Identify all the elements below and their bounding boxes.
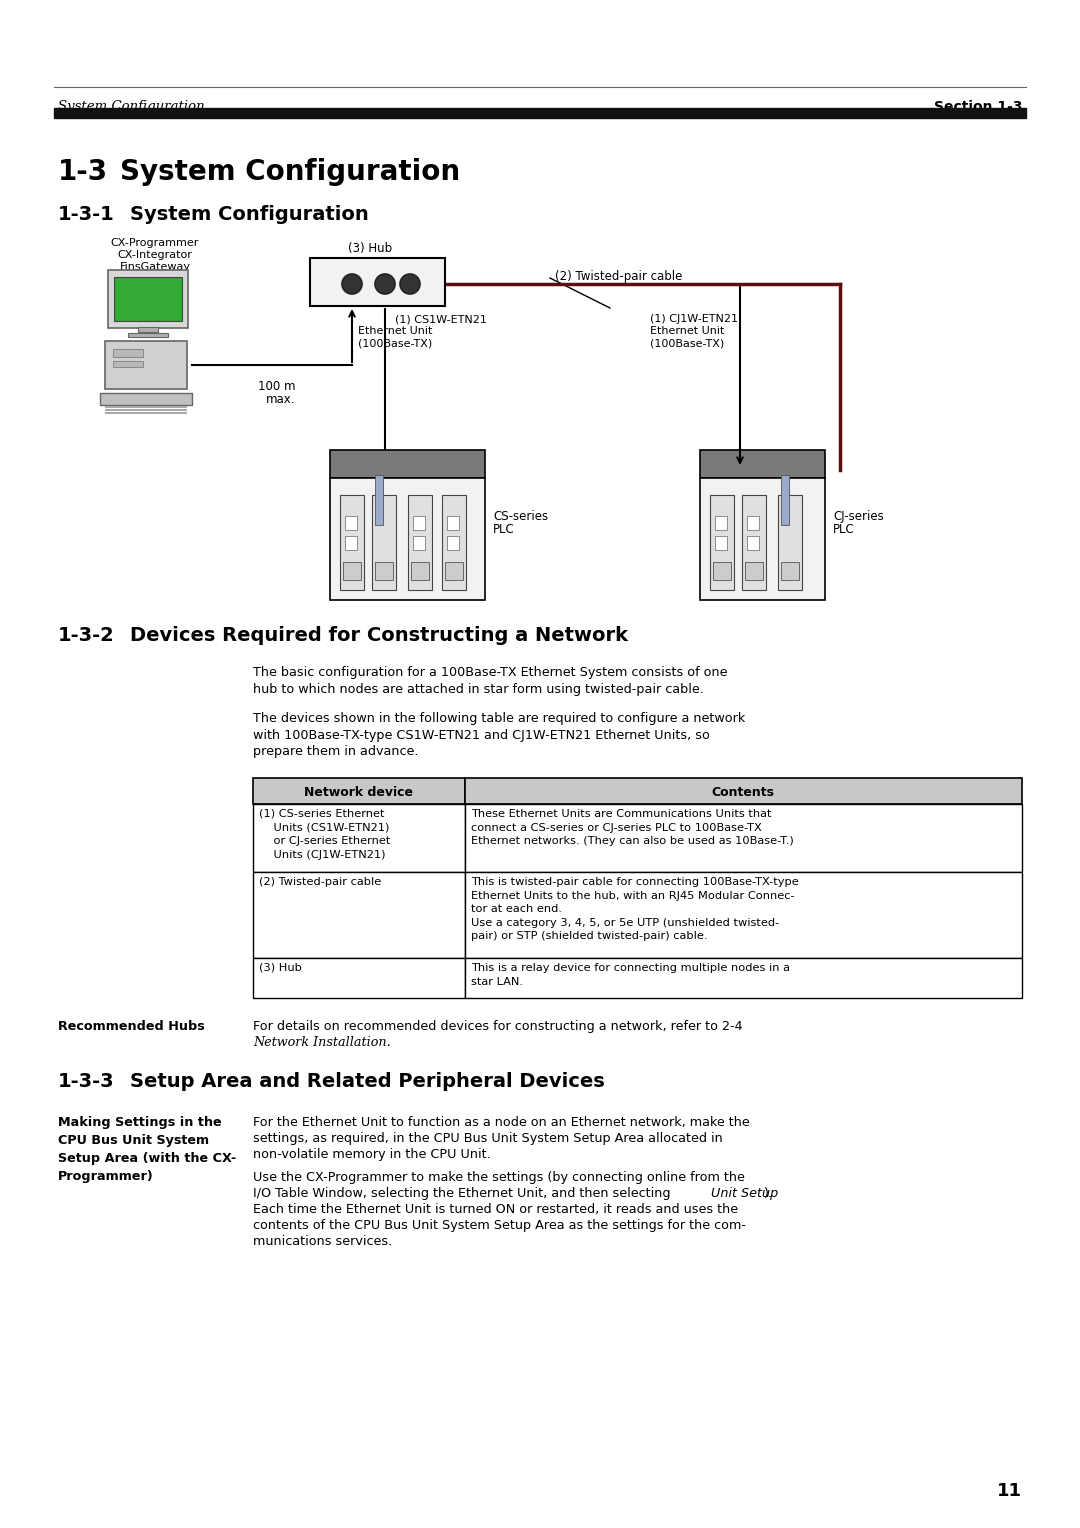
Bar (445, 562, 463, 581)
Text: PLC: PLC (833, 523, 854, 536)
Text: 1-3-1: 1-3-1 (58, 205, 114, 225)
Text: ).: ). (762, 1187, 772, 1199)
Text: System Configuration: System Configuration (130, 205, 368, 225)
Bar (54, 108, 1026, 118)
Text: This is twisted-pair cable for connecting 100Base-TX-type
Ethernet Units to the : This is twisted-pair cable for connectin… (471, 877, 799, 941)
Text: For details on recommended devices for constructing a network, refer to 2-4: For details on recommended devices for c… (253, 1021, 743, 1033)
Text: hub to which nodes are attached in star form using twisted-pair cable.: hub to which nodes are attached in star … (253, 683, 704, 695)
Text: 1-3: 1-3 (58, 157, 108, 186)
Bar (345, 536, 357, 550)
Bar (465, 958, 1022, 998)
Text: CS-series: CS-series (492, 510, 549, 523)
Text: Section 1-3: Section 1-3 (933, 99, 1022, 115)
Text: 1-3-3: 1-3-3 (58, 1073, 114, 1091)
Bar (747, 516, 759, 530)
Bar (742, 495, 766, 590)
Text: System Configuration: System Configuration (58, 99, 204, 113)
Text: contents of the CPU Bus Unit System Setup Area as the settings for the com-: contents of the CPU Bus Unit System Setu… (253, 1219, 746, 1232)
Bar (465, 872, 1022, 958)
Bar (745, 562, 762, 581)
Bar (330, 451, 485, 478)
Bar (465, 778, 1022, 804)
Text: with 100Base-TX-type CS1W-ETN21 and CJ1W-ETN21 Ethernet Units, so: with 100Base-TX-type CS1W-ETN21 and CJ1W… (253, 729, 710, 741)
Bar (413, 516, 426, 530)
Text: Making Settings in the
CPU Bus Unit System
Setup Area (with the CX-
Programmer): Making Settings in the CPU Bus Unit Syst… (58, 1115, 237, 1183)
Bar (375, 562, 393, 581)
Text: (1) CS1W-ETN21: (1) CS1W-ETN21 (395, 313, 487, 324)
Bar (465, 804, 1022, 872)
Circle shape (342, 274, 362, 293)
Bar (715, 516, 727, 530)
Circle shape (375, 274, 395, 293)
Text: CX-Programmer: CX-Programmer (111, 238, 199, 248)
Bar (100, 393, 192, 405)
Bar (713, 562, 731, 581)
Bar (747, 536, 759, 550)
Text: Ethernet Unit: Ethernet Unit (650, 325, 725, 336)
Bar (114, 277, 183, 321)
Text: non-volatile memory in the CPU Unit.: non-volatile memory in the CPU Unit. (253, 1148, 490, 1161)
Bar (700, 451, 825, 478)
Text: 100 m: 100 m (257, 380, 295, 393)
Text: Recommended Hubs: Recommended Hubs (58, 1021, 205, 1033)
Bar (710, 495, 734, 590)
Text: 11: 11 (997, 1482, 1022, 1500)
Bar (129, 333, 168, 338)
Text: The basic configuration for a 100Base-TX Ethernet System consists of one: The basic configuration for a 100Base-TX… (253, 666, 728, 678)
Text: prepare them in advance.: prepare them in advance. (253, 746, 419, 758)
Text: (2) Twisted-pair cable: (2) Twisted-pair cable (259, 877, 381, 886)
Bar (413, 536, 426, 550)
Bar (408, 495, 432, 590)
Text: Setup Area and Related Peripheral Devices: Setup Area and Related Peripheral Device… (130, 1073, 605, 1091)
Text: PLC: PLC (492, 523, 515, 536)
Bar (113, 348, 143, 358)
Bar (310, 258, 445, 306)
Text: System Configuration: System Configuration (120, 157, 460, 186)
Text: FinsGateway: FinsGateway (120, 261, 190, 272)
Text: CX-Integrator: CX-Integrator (118, 251, 192, 260)
Text: Unit Setup: Unit Setup (711, 1187, 779, 1199)
Bar (108, 270, 188, 329)
Text: Ethernet Unit: Ethernet Unit (357, 325, 432, 336)
Text: I/O Table Window, selecting the Ethernet Unit, and then selecting: I/O Table Window, selecting the Ethernet… (253, 1187, 675, 1199)
Bar (345, 516, 357, 530)
Text: These Ethernet Units are Communications Units that
connect a CS-series or CJ-ser: These Ethernet Units are Communications … (471, 808, 794, 847)
Text: max.: max. (266, 393, 295, 406)
Bar (447, 516, 459, 530)
Circle shape (400, 274, 420, 293)
Bar (411, 562, 429, 581)
Bar (105, 341, 187, 390)
Bar (330, 478, 485, 601)
Bar (778, 495, 802, 590)
Text: This is a relay device for connecting multiple nodes in a
star LAN.: This is a relay device for connecting mu… (471, 963, 789, 987)
Bar (375, 475, 383, 526)
Bar (343, 562, 361, 581)
Text: Network Installation.: Network Installation. (253, 1036, 391, 1050)
Bar (442, 495, 465, 590)
Text: Contents: Contents (712, 785, 774, 799)
Text: (3) Hub: (3) Hub (259, 963, 302, 973)
Bar (781, 562, 799, 581)
Bar (105, 413, 187, 414)
Text: Network device: Network device (305, 785, 414, 799)
Bar (715, 536, 727, 550)
Bar (372, 495, 396, 590)
Text: For the Ethernet Unit to function as a node on an Ethernet network, make the: For the Ethernet Unit to function as a n… (253, 1115, 750, 1129)
Text: 1-3-2: 1-3-2 (58, 626, 114, 645)
Bar (105, 410, 187, 411)
Bar (138, 327, 158, 332)
Text: (100Base-TX): (100Base-TX) (357, 338, 432, 348)
Bar (340, 495, 364, 590)
Bar (113, 361, 143, 367)
Bar (781, 475, 789, 526)
Bar (700, 478, 825, 601)
Text: (1) CS-series Ethernet
    Units (CS1W-ETN21)
    or CJ-series Ethernet
    Unit: (1) CS-series Ethernet Units (CS1W-ETN21… (259, 808, 390, 860)
Text: (100Base-TX): (100Base-TX) (650, 338, 725, 348)
Bar (253, 778, 465, 804)
Text: (2) Twisted-pair cable: (2) Twisted-pair cable (555, 270, 683, 283)
Text: (1) CJ1W-ETN21: (1) CJ1W-ETN21 (650, 313, 738, 324)
Text: (3) Hub: (3) Hub (348, 241, 392, 255)
Bar (253, 958, 465, 998)
Bar (447, 536, 459, 550)
Text: CJ-series: CJ-series (833, 510, 883, 523)
